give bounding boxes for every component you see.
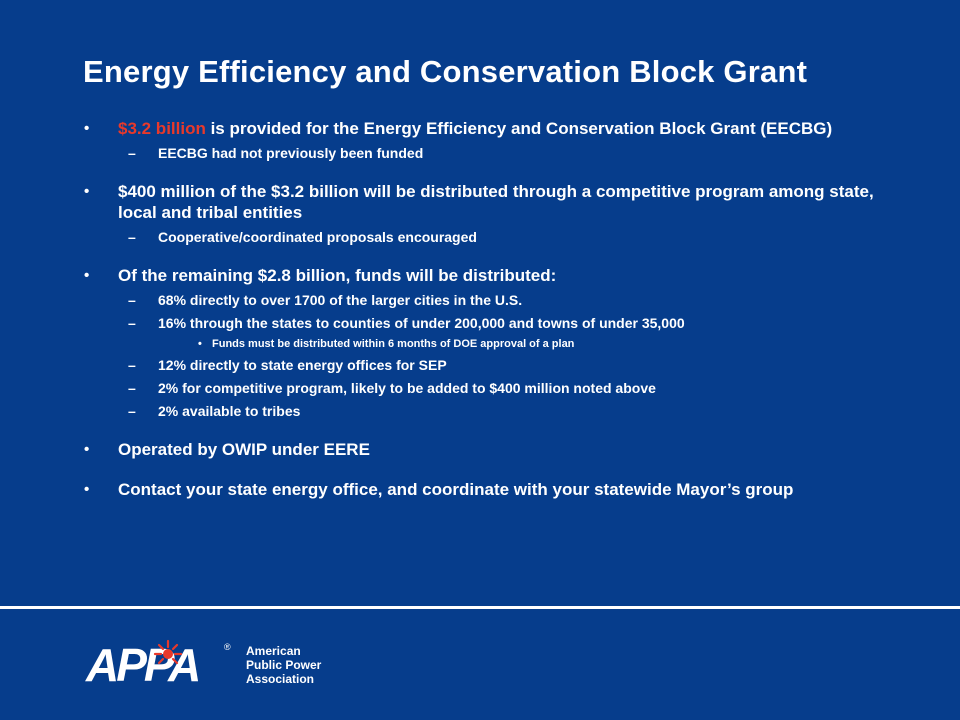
sub-list: – EECBG had not previously been funded xyxy=(118,145,884,162)
bullet-text: Of the remaining $2.8 billion, funds wil… xyxy=(118,266,557,285)
bullet-marker: • xyxy=(84,441,90,458)
org-line: Public Power xyxy=(246,658,322,672)
bullet-item: • Contact your state energy office, and … xyxy=(84,479,884,500)
highlight-amount: $3.2 billion xyxy=(118,119,206,138)
dash-marker: – xyxy=(128,229,136,245)
footer-divider xyxy=(0,606,960,609)
bullet-text: is provided for the Energy Efficiency an… xyxy=(205,119,833,138)
bullet-text: $400 million of the $3.2 billion will be… xyxy=(118,182,874,222)
dash-marker: – xyxy=(128,292,136,308)
organization-name: American Public Power Association xyxy=(246,644,321,686)
registered-mark: ® xyxy=(224,642,231,652)
sub-sub-bullet-item: • Funds must be distributed within 6 mon… xyxy=(158,337,884,351)
sub-sub-bullet-text: Funds must be distributed within 6 month… xyxy=(212,338,575,350)
small-bullet-marker: • xyxy=(198,338,202,350)
bullet-marker: • xyxy=(84,120,90,137)
bullet-item: • Operated by OWIP under EERE xyxy=(84,439,884,460)
sub-bullet-text: 16% through the states to counties of un… xyxy=(158,315,685,331)
sub-bullet-text: Cooperative/coordinated proposals encour… xyxy=(158,229,477,245)
sub-bullet-text: EECBG had not previously been funded xyxy=(158,145,424,161)
sub-bullet-item: – 68% directly to over 1700 of the large… xyxy=(118,292,884,309)
sub-bullet-text: 12% directly to state energy offices for… xyxy=(158,357,447,373)
appa-logo: APPA ® xyxy=(85,639,231,688)
sub-list: – 68% directly to over 1700 of the large… xyxy=(118,292,884,420)
dash-marker: – xyxy=(128,315,136,331)
bullet-text: Contact your state energy office, and co… xyxy=(118,480,794,499)
sub-bullet-item: – EECBG had not previously been funded xyxy=(118,145,884,162)
bullet-marker: • xyxy=(84,267,90,284)
dash-marker: – xyxy=(128,403,136,419)
dash-marker: – xyxy=(128,380,136,396)
dash-marker: – xyxy=(128,145,136,161)
bullet-item: • $3.2 billion is provided for the Energ… xyxy=(84,118,884,162)
bullet-list: • $3.2 billion is provided for the Energ… xyxy=(84,118,884,519)
sub-bullet-item: – 2% for competitive program, likely to … xyxy=(118,380,884,397)
sub-sub-list: • Funds must be distributed within 6 mon… xyxy=(158,337,884,351)
sub-bullet-item: – 2% available to tribes xyxy=(118,403,884,420)
bullet-item: • Of the remaining $2.8 billion, funds w… xyxy=(84,265,884,420)
bullet-text: Operated by OWIP under EERE xyxy=(118,440,370,459)
starburst-icon xyxy=(153,639,183,665)
sub-list: – Cooperative/coordinated proposals enco… xyxy=(118,229,884,246)
sub-bullet-item: – 12% directly to state energy offices f… xyxy=(118,357,884,374)
bullet-marker: • xyxy=(84,183,90,200)
org-line: American xyxy=(246,644,301,658)
bullet-marker: • xyxy=(84,481,90,498)
logo-wordmark: APPA xyxy=(85,639,198,688)
sub-bullet-text: 2% for competitive program, likely to be… xyxy=(158,380,656,396)
sub-bullet-text: 68% directly to over 1700 of the larger … xyxy=(158,292,523,308)
org-line: Association xyxy=(246,672,315,686)
slide-title: Energy Efficiency and Conservation Block… xyxy=(83,54,808,89)
sub-bullet-text: 2% available to tribes xyxy=(158,403,301,419)
sub-bullet-item: – Cooperative/coordinated proposals enco… xyxy=(118,229,884,246)
sub-bullet-item: – 16% through the states to counties of … xyxy=(118,315,884,351)
dash-marker: – xyxy=(128,357,136,373)
bullet-item: • $400 million of the $3.2 billion will … xyxy=(84,181,884,246)
